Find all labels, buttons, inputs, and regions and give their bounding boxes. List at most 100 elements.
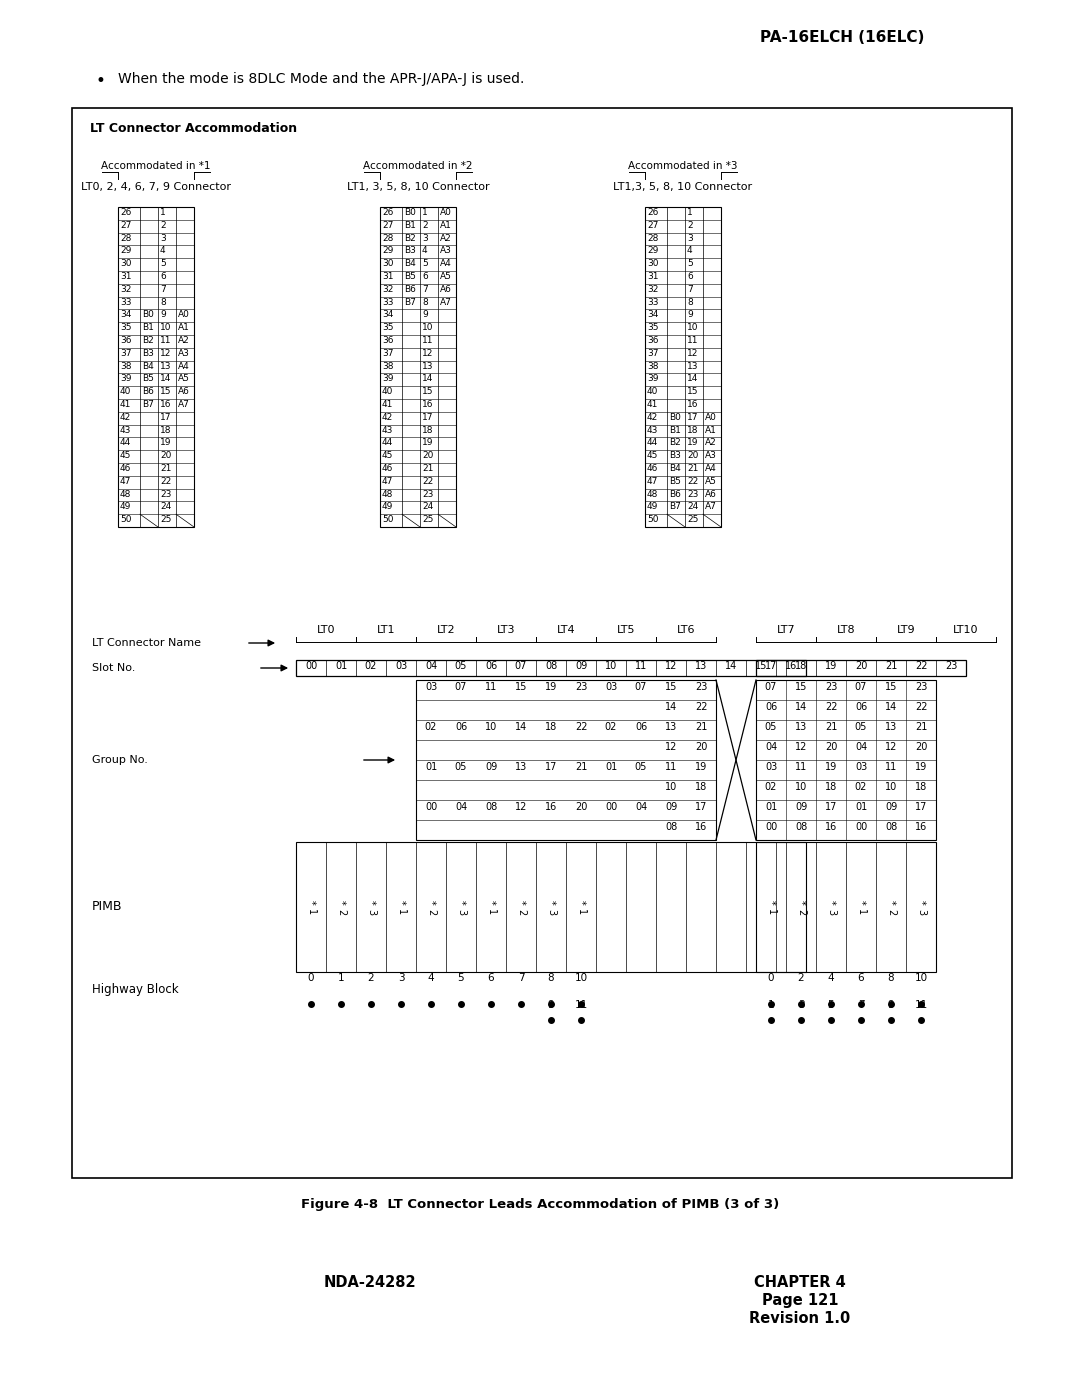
Text: 22: 22: [915, 661, 928, 671]
Text: 40: 40: [382, 387, 393, 397]
Text: B1: B1: [404, 221, 416, 229]
Text: 08: 08: [665, 821, 677, 833]
Text: 10: 10: [795, 782, 807, 792]
Text: 29: 29: [647, 246, 659, 256]
Text: 48: 48: [120, 489, 132, 499]
Text: 44: 44: [382, 439, 393, 447]
Text: B3: B3: [141, 349, 153, 358]
Text: 1: 1: [306, 909, 316, 915]
Text: Revision 1.0: Revision 1.0: [750, 1310, 851, 1326]
Text: 5: 5: [422, 260, 428, 268]
Text: B5: B5: [404, 272, 416, 281]
Text: 20: 20: [694, 742, 707, 752]
Text: 32: 32: [382, 285, 393, 293]
Text: 06: 06: [855, 703, 867, 712]
Text: 18: 18: [422, 426, 433, 434]
Text: 12: 12: [515, 802, 527, 812]
Text: *: *: [796, 900, 806, 904]
Text: LT3: LT3: [497, 624, 515, 636]
Text: 16: 16: [694, 821, 707, 833]
Text: 04: 04: [455, 802, 468, 812]
Text: When the mode is 8DLC Mode and the APR-J/APA-J is used.: When the mode is 8DLC Mode and the APR-J…: [118, 73, 525, 87]
Text: 39: 39: [382, 374, 393, 383]
Text: 08: 08: [485, 802, 497, 812]
Text: 35: 35: [120, 323, 132, 332]
Text: 20: 20: [687, 451, 699, 460]
Text: 1: 1: [338, 972, 345, 983]
Text: 45: 45: [382, 451, 393, 460]
Text: 6: 6: [488, 972, 495, 983]
Text: 40: 40: [647, 387, 659, 397]
Text: 38: 38: [647, 362, 659, 370]
Text: 22: 22: [915, 703, 928, 712]
Text: 22: 22: [422, 476, 433, 486]
Text: 01: 01: [335, 661, 347, 671]
Text: 18: 18: [915, 782, 927, 792]
Text: 36: 36: [647, 337, 659, 345]
Text: *: *: [456, 900, 465, 904]
Text: 19: 19: [687, 439, 699, 447]
Text: 17: 17: [765, 661, 778, 671]
Text: A4: A4: [440, 260, 451, 268]
Text: B4: B4: [141, 362, 153, 370]
Text: 20: 20: [915, 742, 928, 752]
Text: 42: 42: [382, 412, 393, 422]
Text: 18: 18: [694, 782, 707, 792]
Text: 4: 4: [422, 246, 428, 256]
Text: 12: 12: [795, 742, 807, 752]
Text: 18: 18: [825, 782, 837, 792]
Text: 09: 09: [575, 661, 588, 671]
Text: 1: 1: [687, 208, 692, 217]
Text: 5: 5: [160, 260, 165, 268]
Text: A6: A6: [705, 489, 717, 499]
Text: 1: 1: [766, 909, 777, 915]
Text: LT9: LT9: [896, 624, 916, 636]
Text: A1: A1: [440, 221, 451, 229]
Text: 3: 3: [916, 909, 926, 915]
Text: 06: 06: [485, 661, 497, 671]
Text: 2: 2: [160, 221, 165, 229]
Text: 09: 09: [885, 802, 897, 812]
Text: A4: A4: [705, 464, 717, 474]
Text: 2: 2: [796, 909, 806, 915]
Text: A2: A2: [705, 439, 717, 447]
Text: Accommodated in *2: Accommodated in *2: [363, 161, 473, 170]
Text: A3: A3: [440, 246, 451, 256]
Text: 33: 33: [382, 298, 393, 306]
Text: B2: B2: [141, 337, 153, 345]
Text: 30: 30: [382, 260, 393, 268]
Text: Page 121: Page 121: [761, 1294, 838, 1308]
Text: 24: 24: [160, 503, 172, 511]
Text: 10: 10: [422, 323, 433, 332]
Text: 23: 23: [694, 682, 707, 692]
Text: B3: B3: [669, 451, 680, 460]
Text: 5: 5: [458, 972, 464, 983]
Text: 09: 09: [665, 802, 677, 812]
Text: 28: 28: [120, 233, 132, 243]
Text: 17: 17: [694, 802, 707, 812]
Text: 11: 11: [665, 761, 677, 773]
Text: B1: B1: [669, 426, 680, 434]
Text: Highway Block: Highway Block: [92, 983, 178, 996]
Text: B5: B5: [141, 374, 153, 383]
Text: 00: 00: [855, 821, 867, 833]
Text: 2: 2: [886, 909, 896, 915]
Text: 1: 1: [396, 909, 406, 915]
Text: 13: 13: [687, 362, 699, 370]
Text: 17: 17: [825, 802, 837, 812]
Text: 13: 13: [885, 722, 897, 732]
Text: 3: 3: [798, 1000, 805, 1010]
Text: Accommodated in *1: Accommodated in *1: [102, 161, 211, 170]
Text: 22: 22: [575, 722, 588, 732]
Text: B5: B5: [669, 476, 680, 486]
Text: 00: 00: [305, 661, 318, 671]
Text: 23: 23: [422, 489, 433, 499]
Text: 50: 50: [120, 515, 132, 524]
Text: 29: 29: [382, 246, 393, 256]
Text: 02: 02: [765, 782, 778, 792]
Text: PA-16ELCH (16ELC): PA-16ELCH (16ELC): [760, 29, 924, 45]
Text: 50: 50: [647, 515, 659, 524]
Text: LT2: LT2: [436, 624, 456, 636]
Text: 18: 18: [160, 426, 172, 434]
Text: A7: A7: [178, 400, 190, 409]
